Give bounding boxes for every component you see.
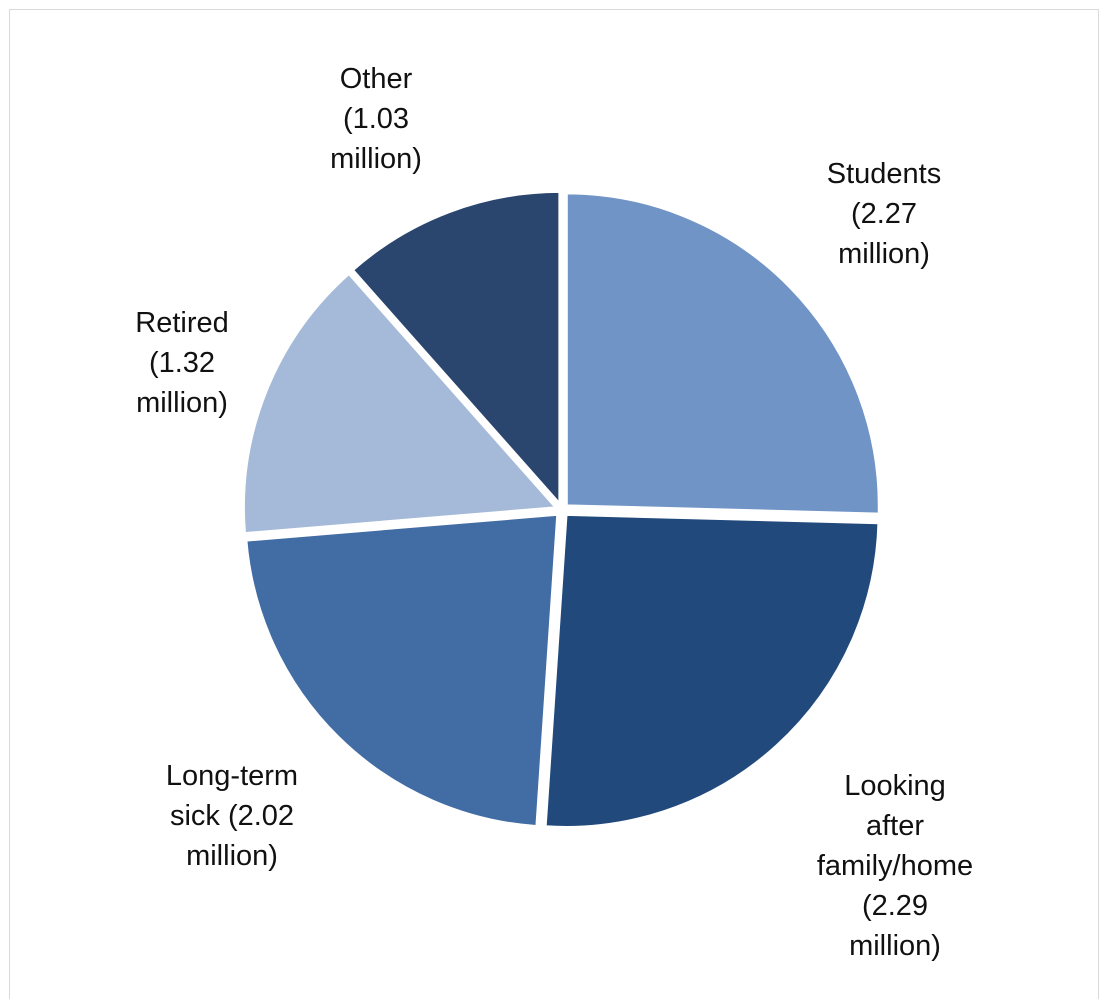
slice-label-line: family/home <box>817 850 973 882</box>
slice-label-line: million) <box>136 387 228 419</box>
slice-label-line: (2.29 <box>862 890 928 922</box>
pie-slices <box>241 189 881 829</box>
pie-slice-looking-after-family-home <box>543 512 881 829</box>
slice-label-line: (1.03 <box>343 103 409 135</box>
slice-label-line: Retired <box>135 307 229 339</box>
slice-label-retired: Retired (1.32 million) <box>135 307 229 419</box>
slice-label-line: million) <box>849 930 941 962</box>
slice-label-line: million) <box>186 840 278 872</box>
slice-label-line: after <box>866 810 924 842</box>
pie-slice-students <box>564 191 881 516</box>
slice-label-line: Other <box>340 63 413 95</box>
slice-label-line: sick (2.02 <box>170 800 294 832</box>
slice-labels: Students (2.27 million) Looking after family/… <box>135 63 973 962</box>
slice-label-looking-after-family-home: Looking after family/home (2.29 million) <box>817 770 973 962</box>
slice-label-students: Students (2.27 million) <box>827 158 941 270</box>
slice-label-line: million) <box>330 143 422 175</box>
slice-label-line: Students <box>827 158 941 190</box>
slice-label-line: Long-term <box>166 760 298 792</box>
pie-slice-retired <box>241 271 560 536</box>
slice-label-long-term-sick: Long-term sick (2.02 million) <box>166 760 298 872</box>
pie-slice-long-term-sick <box>244 512 560 829</box>
slice-label-other: Other (1.03 million) <box>330 63 422 175</box>
slice-label-line: Looking <box>844 770 946 802</box>
slice-label-line: (1.32 <box>149 347 215 379</box>
slice-label-line: (2.27 <box>851 198 917 230</box>
pie-slice-other <box>350 189 562 509</box>
slice-label-line: million) <box>838 238 930 270</box>
